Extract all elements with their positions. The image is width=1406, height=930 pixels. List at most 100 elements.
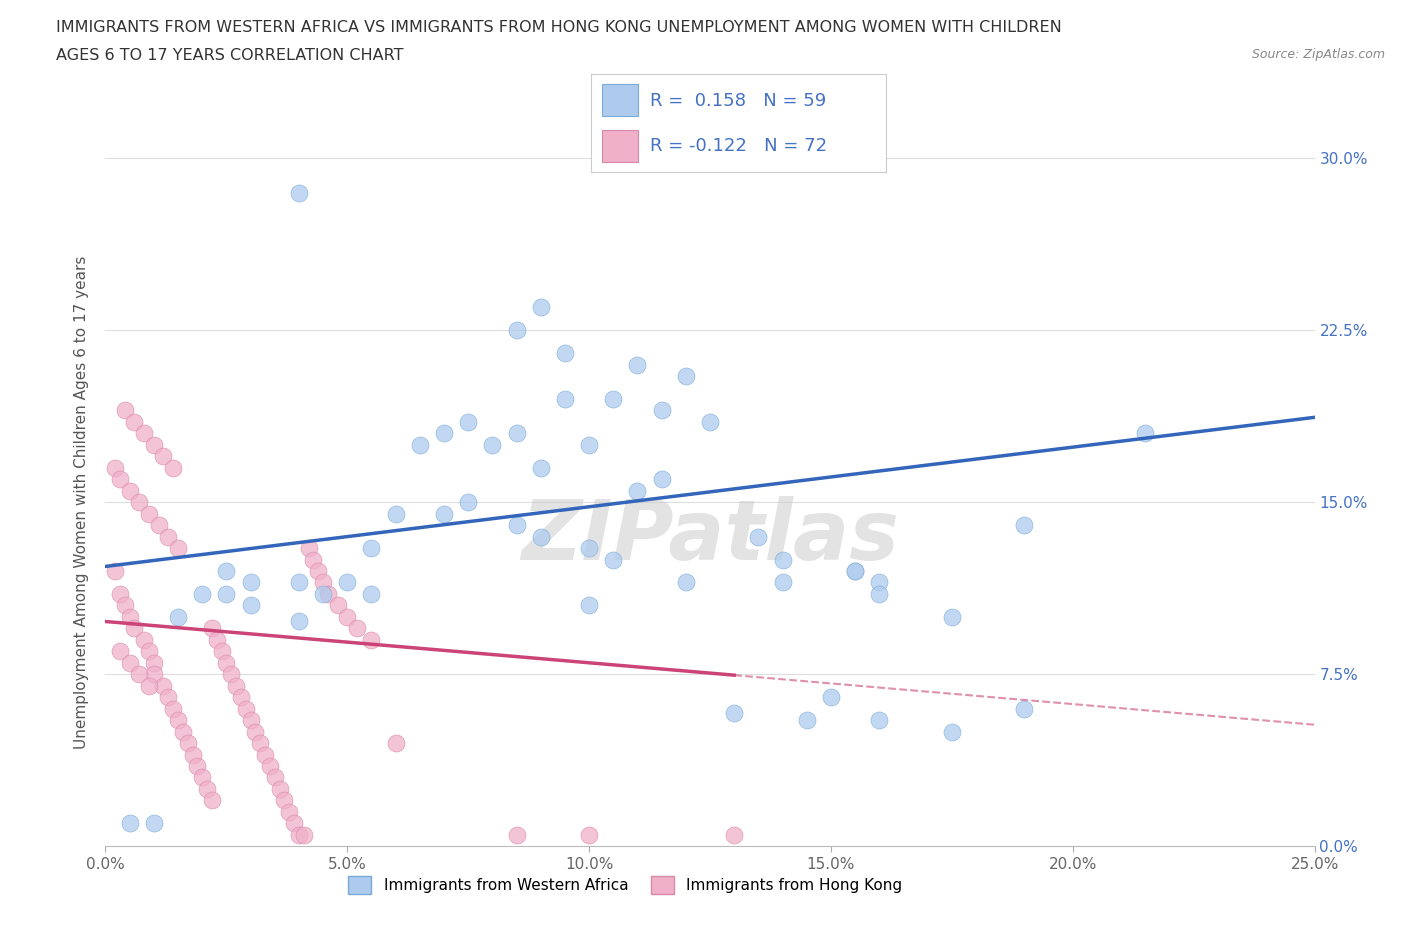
Point (201, 793, 224, 808)
Text: R =  0.158   N = 59: R = 0.158 N = 59 (650, 92, 825, 110)
Point (844, 564, 866, 578)
Point (142, 437, 165, 452)
Point (336, 575, 359, 590)
Point (578, 828, 600, 843)
Point (868, 712, 890, 727)
Point (181, 747, 204, 762)
Point (820, 690, 842, 705)
Point (225, 678, 247, 693)
Text: ZIPatlas: ZIPatlas (522, 496, 898, 578)
Point (457, 415, 479, 430)
Text: Source: ZipAtlas.com: Source: ZipAtlas.com (1251, 48, 1385, 61)
Point (651, 403, 673, 418)
Point (104, 460, 127, 475)
FancyBboxPatch shape (602, 85, 638, 116)
Point (384, 506, 406, 521)
Point (723, 828, 745, 843)
Point (505, 323, 527, 338)
Point (384, 736, 406, 751)
Point (124, 621, 146, 636)
Point (273, 793, 295, 808)
Point (360, 632, 382, 647)
Point (211, 644, 233, 658)
Point (114, 598, 136, 613)
Point (288, 575, 311, 590)
Point (142, 656, 165, 671)
Point (868, 575, 890, 590)
Point (530, 529, 553, 544)
Text: IMMIGRANTS FROM WESTERN AFRICA VS IMMIGRANTS FROM HONG KONG UNEMPLOYMENT AMONG W: IMMIGRANTS FROM WESTERN AFRICA VS IMMIGR… (56, 20, 1062, 35)
Point (235, 701, 257, 716)
Point (138, 506, 160, 521)
Point (167, 609, 190, 624)
Point (108, 644, 131, 658)
Point (346, 621, 368, 636)
Point (152, 678, 174, 693)
Point (433, 506, 456, 521)
Point (239, 598, 262, 613)
Point (336, 609, 359, 624)
Point (205, 632, 228, 647)
Point (360, 587, 382, 602)
Point (1014, 701, 1036, 716)
Point (157, 690, 180, 705)
Point (433, 426, 456, 441)
Point (626, 357, 648, 372)
Point (288, 185, 311, 200)
Point (1135, 426, 1157, 441)
Point (191, 770, 214, 785)
Point (128, 495, 150, 510)
Point (302, 552, 325, 567)
Text: AGES 6 TO 17 YEARS CORRELATION CHART: AGES 6 TO 17 YEARS CORRELATION CHART (56, 48, 404, 63)
Point (941, 609, 963, 624)
Point (191, 587, 214, 602)
Point (288, 828, 311, 843)
Point (844, 564, 866, 578)
Point (326, 598, 349, 613)
Point (142, 667, 165, 682)
Point (505, 828, 527, 843)
Point (118, 609, 141, 624)
Point (215, 587, 238, 602)
Point (186, 759, 208, 774)
Point (505, 426, 527, 441)
Point (249, 736, 271, 751)
Point (651, 472, 673, 486)
Point (134, 426, 156, 441)
Point (292, 828, 315, 843)
Legend: Immigrants from Western Africa, Immigrants from Hong Kong: Immigrants from Western Africa, Immigran… (342, 870, 908, 900)
Point (554, 392, 576, 406)
Point (530, 299, 553, 314)
Point (215, 564, 238, 578)
Point (554, 346, 576, 361)
Point (312, 575, 335, 590)
Point (772, 575, 794, 590)
Point (152, 449, 174, 464)
Point (259, 759, 281, 774)
Point (288, 614, 311, 629)
Point (675, 575, 697, 590)
Point (283, 816, 305, 830)
Point (162, 460, 184, 475)
Point (297, 540, 319, 555)
Point (602, 552, 624, 567)
Point (723, 706, 745, 721)
Point (530, 460, 553, 475)
Point (316, 587, 339, 602)
Point (245, 724, 267, 739)
Point (1014, 518, 1036, 533)
Point (626, 484, 648, 498)
Point (148, 518, 170, 533)
Point (505, 518, 527, 533)
Point (138, 678, 160, 693)
Point (219, 667, 242, 682)
Point (229, 690, 252, 705)
Point (699, 415, 721, 430)
Point (215, 656, 238, 671)
Point (312, 587, 335, 602)
Point (172, 724, 194, 739)
Point (176, 736, 198, 751)
Point (602, 392, 624, 406)
Point (142, 816, 165, 830)
Point (108, 587, 131, 602)
